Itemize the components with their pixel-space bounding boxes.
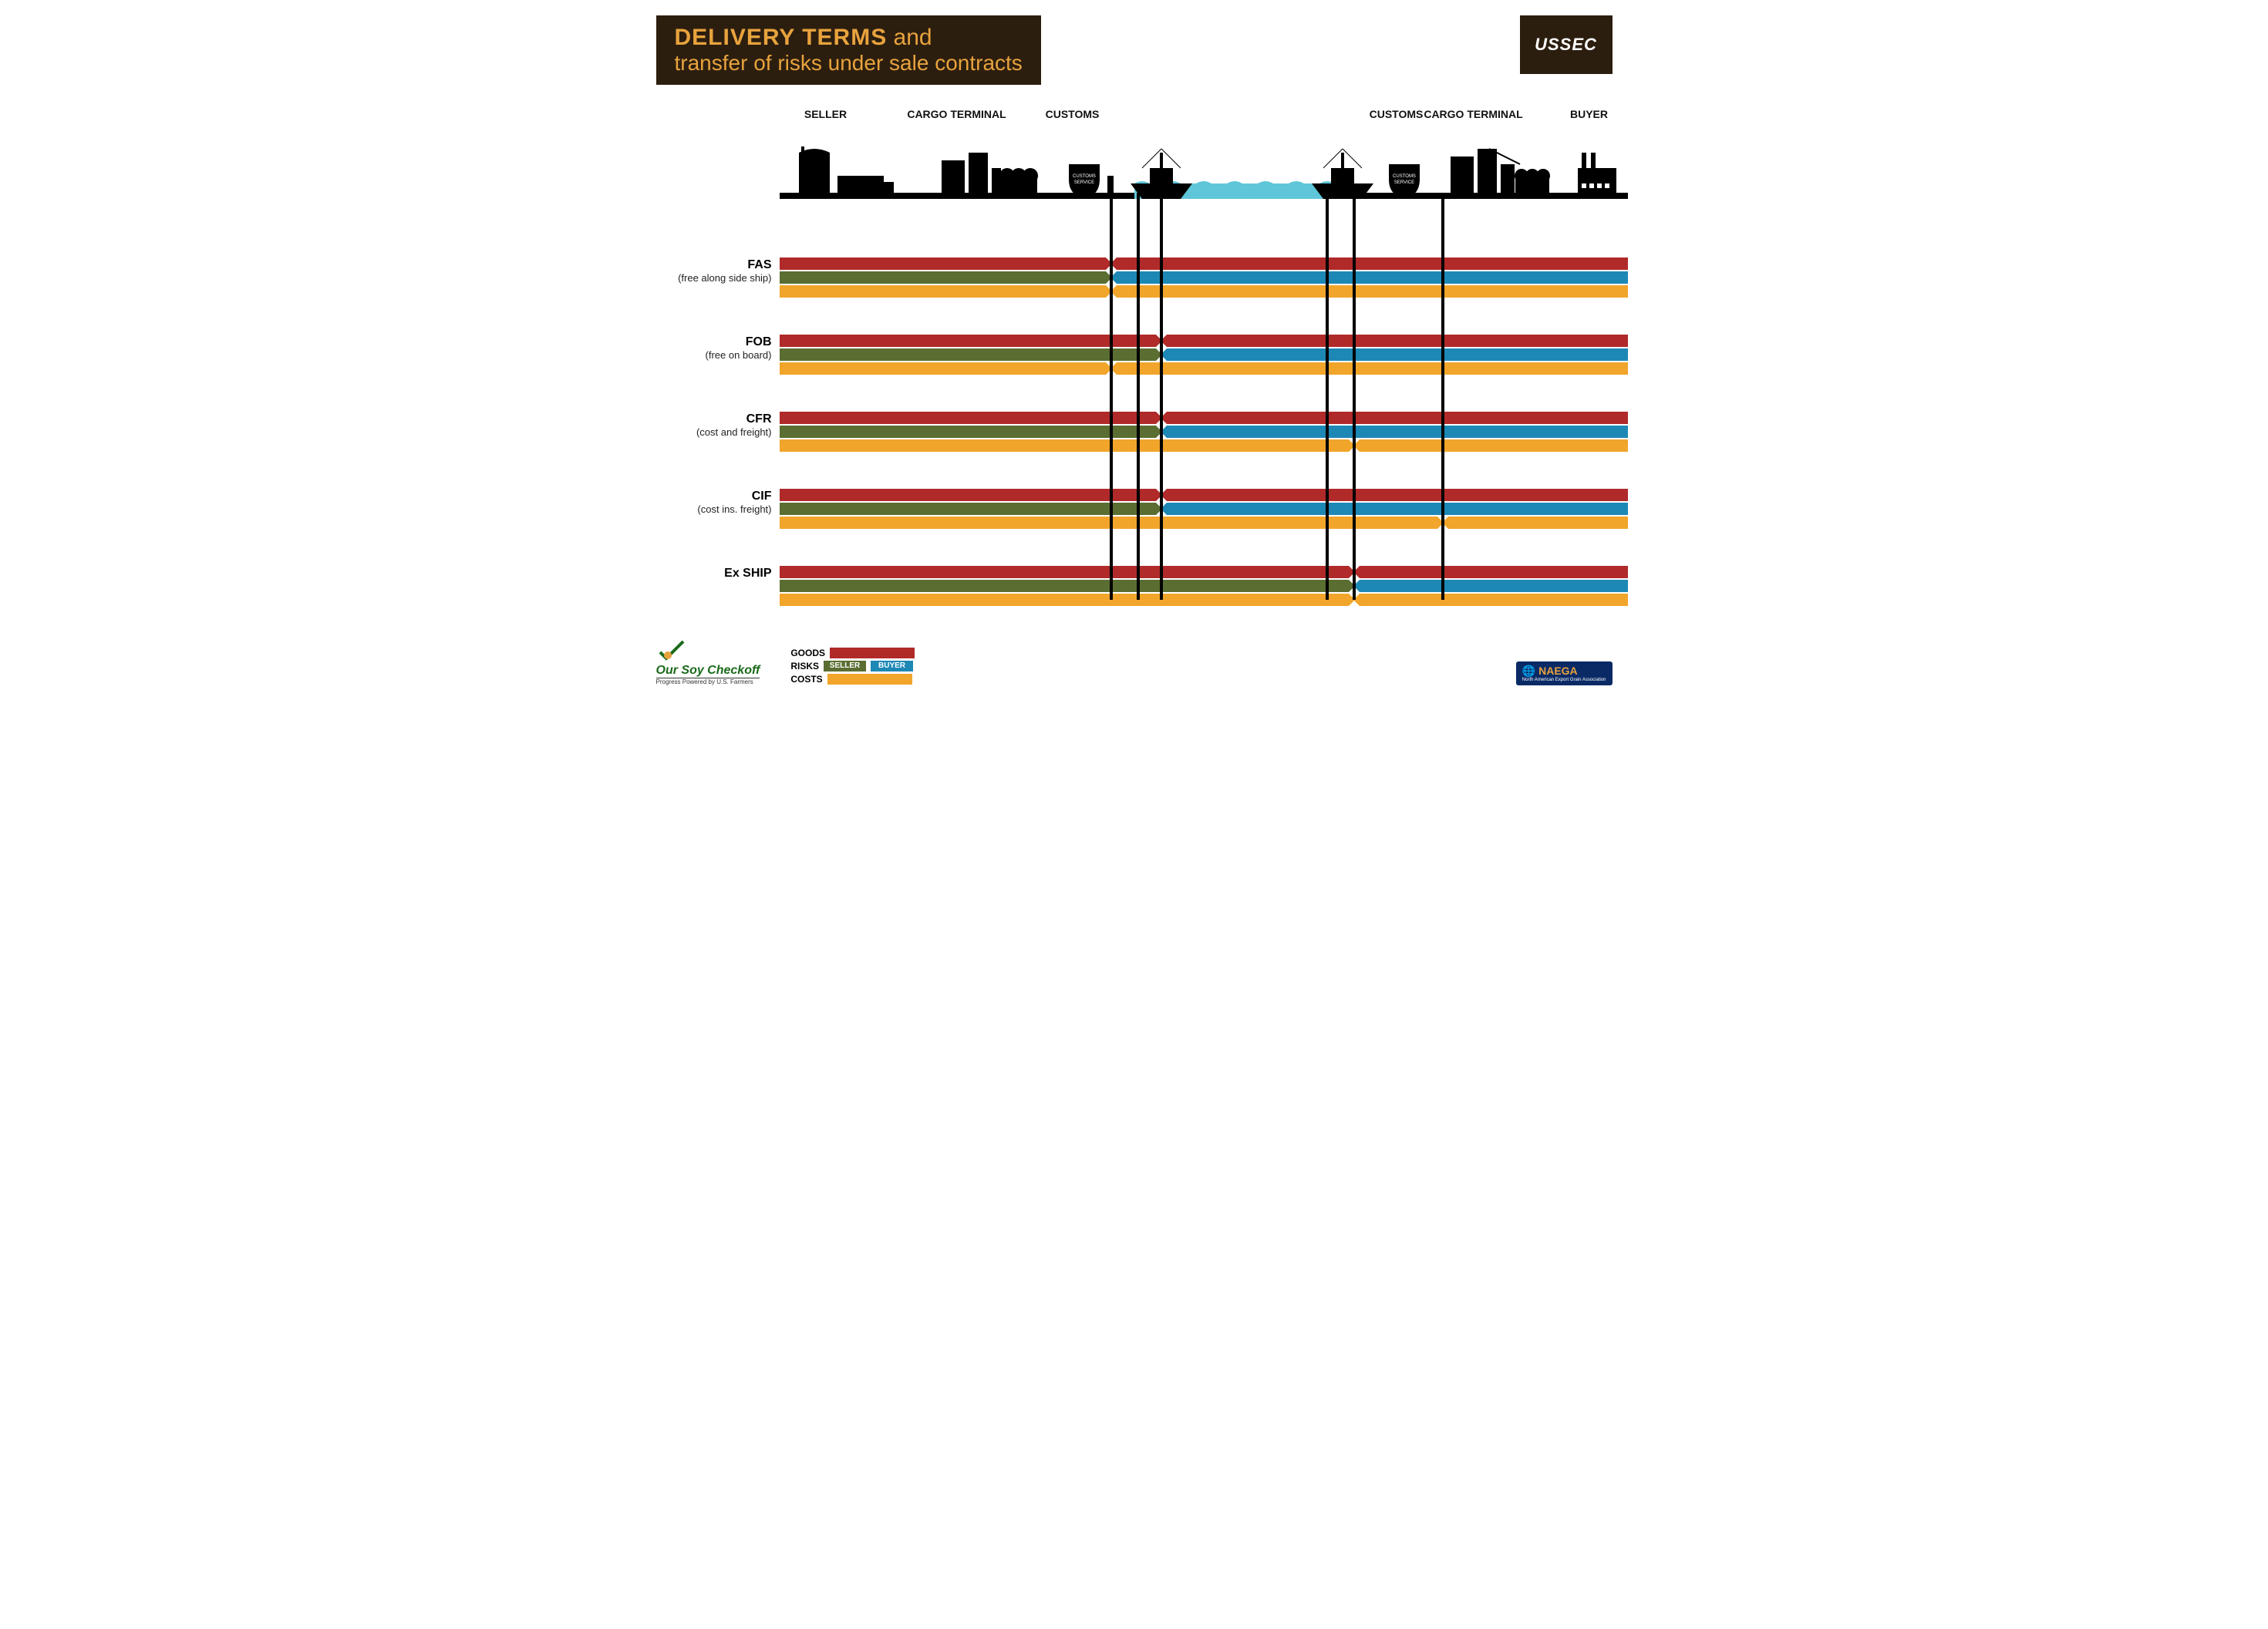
lanes-container: FAS(free along side ship) FOB(free on boa… [780, 199, 1628, 600]
costs-seller-bar [780, 594, 1349, 606]
soy-main: Our Soy Checkoff [656, 664, 760, 678]
stage-label: BUYER [1562, 108, 1616, 120]
goods-buyer-bar [1167, 489, 1628, 501]
risks-buyer-bar [1117, 271, 1628, 284]
goods-buyer-bar [1167, 335, 1628, 347]
goods-buyer-bar [1117, 257, 1628, 270]
risks-seller-bar [780, 580, 1349, 592]
vertical-guide [1441, 193, 1444, 600]
term-code: CIF [641, 489, 772, 503]
costs-seller-bar [780, 439, 1349, 452]
checkmark-icon [656, 638, 687, 661]
title-rest: and [887, 25, 932, 50]
legend-seller-text: SELLER [824, 661, 866, 671]
term-code: CFR [641, 412, 772, 426]
term-label: Ex SHIP [641, 566, 772, 581]
term-desc: (free along side ship) [641, 272, 772, 284]
footer: Our Soy Checkoff Progress Powered by U.S… [656, 638, 1613, 685]
costs-buyer-bar [1117, 285, 1628, 298]
vertical-guide [1326, 193, 1329, 600]
naega-logo: 🌐 NAEGA North American Export Grain Asso… [1516, 661, 1613, 685]
term-label: CFR(cost and freight) [641, 412, 772, 439]
silhouette-svg: CUSTOMS SERVICE CUSTOMS SERVICE [780, 130, 1628, 199]
goods-seller-bar [780, 566, 1349, 578]
term-row: FAS(free along side ship) [780, 257, 1628, 299]
svg-text:SERVICE: SERVICE [1073, 180, 1094, 185]
risks-buyer-bar [1167, 348, 1628, 361]
legend-buyer-text: BUYER [871, 661, 913, 671]
vertical-guide [1353, 193, 1356, 600]
term-desc: (free on board) [641, 349, 772, 362]
legend-risks-label: RISKS [790, 661, 819, 671]
term-code: FOB [641, 335, 772, 349]
stage-label: CARGO TERMINAL [1420, 108, 1528, 120]
title-line2: transfer of risks under sale contracts [675, 51, 1023, 76]
term-label: CIF(cost ins. freight) [641, 489, 772, 516]
goods-buyer-bar [1167, 412, 1628, 424]
title-banner: DELIVERY TERMS and transfer of risks und… [656, 15, 1041, 85]
risks-buyer-bar [1360, 580, 1628, 592]
risks-buyer-bar [1167, 426, 1628, 438]
ussec-logo-text: USSEC [1535, 35, 1597, 55]
term-row: Ex SHIP [780, 566, 1628, 608]
legend-risks-buyer-swatch: BUYER [871, 661, 913, 671]
costs-buyer-bar [1448, 517, 1628, 529]
header: DELIVERY TERMS and transfer of risks und… [656, 15, 1613, 85]
soy-checkoff-logo: Our Soy Checkoff Progress Powered by U.S… [656, 638, 760, 685]
legend-costs-swatch [827, 674, 912, 685]
costs-buyer-bar [1117, 362, 1628, 375]
costs-seller-bar [780, 362, 1106, 375]
title-bold: DELIVERY TERMS [675, 25, 888, 50]
svg-text:CUSTOMS: CUSTOMS [1073, 174, 1096, 179]
risks-seller-bar [780, 348, 1156, 361]
costs-seller-bar [780, 285, 1106, 298]
costs-buyer-bar [1360, 594, 1628, 606]
legend-costs-label: COSTS [790, 674, 822, 685]
stage-labels: SELLERCARGO TERMINALCUSTOMSCUSTOMSCARGO … [780, 108, 1628, 123]
ussec-logo: USSEC [1520, 15, 1613, 74]
term-code: FAS [641, 257, 772, 272]
goods-buyer-bar [1360, 566, 1628, 578]
risks-seller-bar [780, 271, 1106, 284]
stage-label: CUSTOMS [1038, 108, 1107, 120]
term-row: FOB(free on board) [780, 335, 1628, 376]
svg-text:CUSTOMS: CUSTOMS [1393, 174, 1416, 179]
svg-text:SERVICE: SERVICE [1393, 180, 1414, 185]
costs-seller-bar [780, 517, 1437, 529]
risks-seller-bar [780, 503, 1156, 515]
vertical-guide [1160, 193, 1163, 600]
stage-label: CARGO TERMINAL [903, 108, 1011, 120]
risks-buyer-bar [1167, 503, 1628, 515]
silhouette-strip: CUSTOMS SERVICE CUSTOMS SERVICE [780, 130, 1628, 199]
term-desc: (cost and freight) [641, 426, 772, 439]
naega-sub: North American Export Grain Association [1522, 678, 1606, 682]
term-row: CIF(cost ins. freight) [780, 489, 1628, 530]
stage-label: SELLER [784, 108, 868, 120]
term-label: FAS(free along side ship) [641, 257, 772, 284]
legend-risks-seller-swatch: SELLER [824, 661, 866, 671]
term-row: CFR(cost and freight) [780, 412, 1628, 453]
legend: GOODS RISKS SELLER BUYER COSTS [790, 646, 915, 685]
goods-seller-bar [780, 489, 1156, 501]
goods-seller-bar [780, 335, 1156, 347]
naega-main: NAEGA [1538, 665, 1578, 677]
term-label: FOB(free on board) [641, 335, 772, 362]
legend-goods-label: GOODS [790, 648, 825, 658]
vertical-guide [1110, 193, 1113, 600]
vertical-guide [1137, 193, 1140, 600]
term-code: Ex SHIP [641, 566, 772, 581]
goods-seller-bar [780, 257, 1106, 270]
risks-seller-bar [780, 426, 1156, 438]
legend-goods-swatch [830, 648, 915, 658]
term-desc: (cost ins. freight) [641, 503, 772, 516]
diagram: SELLER CARGO TERMINAL CUSTOMS CUSTOMS CARGO … [780, 108, 1628, 600]
goods-seller-bar [780, 412, 1156, 424]
soy-sub: Progress Powered by U.S. Farmers [656, 678, 760, 685]
costs-buyer-bar [1360, 439, 1628, 452]
